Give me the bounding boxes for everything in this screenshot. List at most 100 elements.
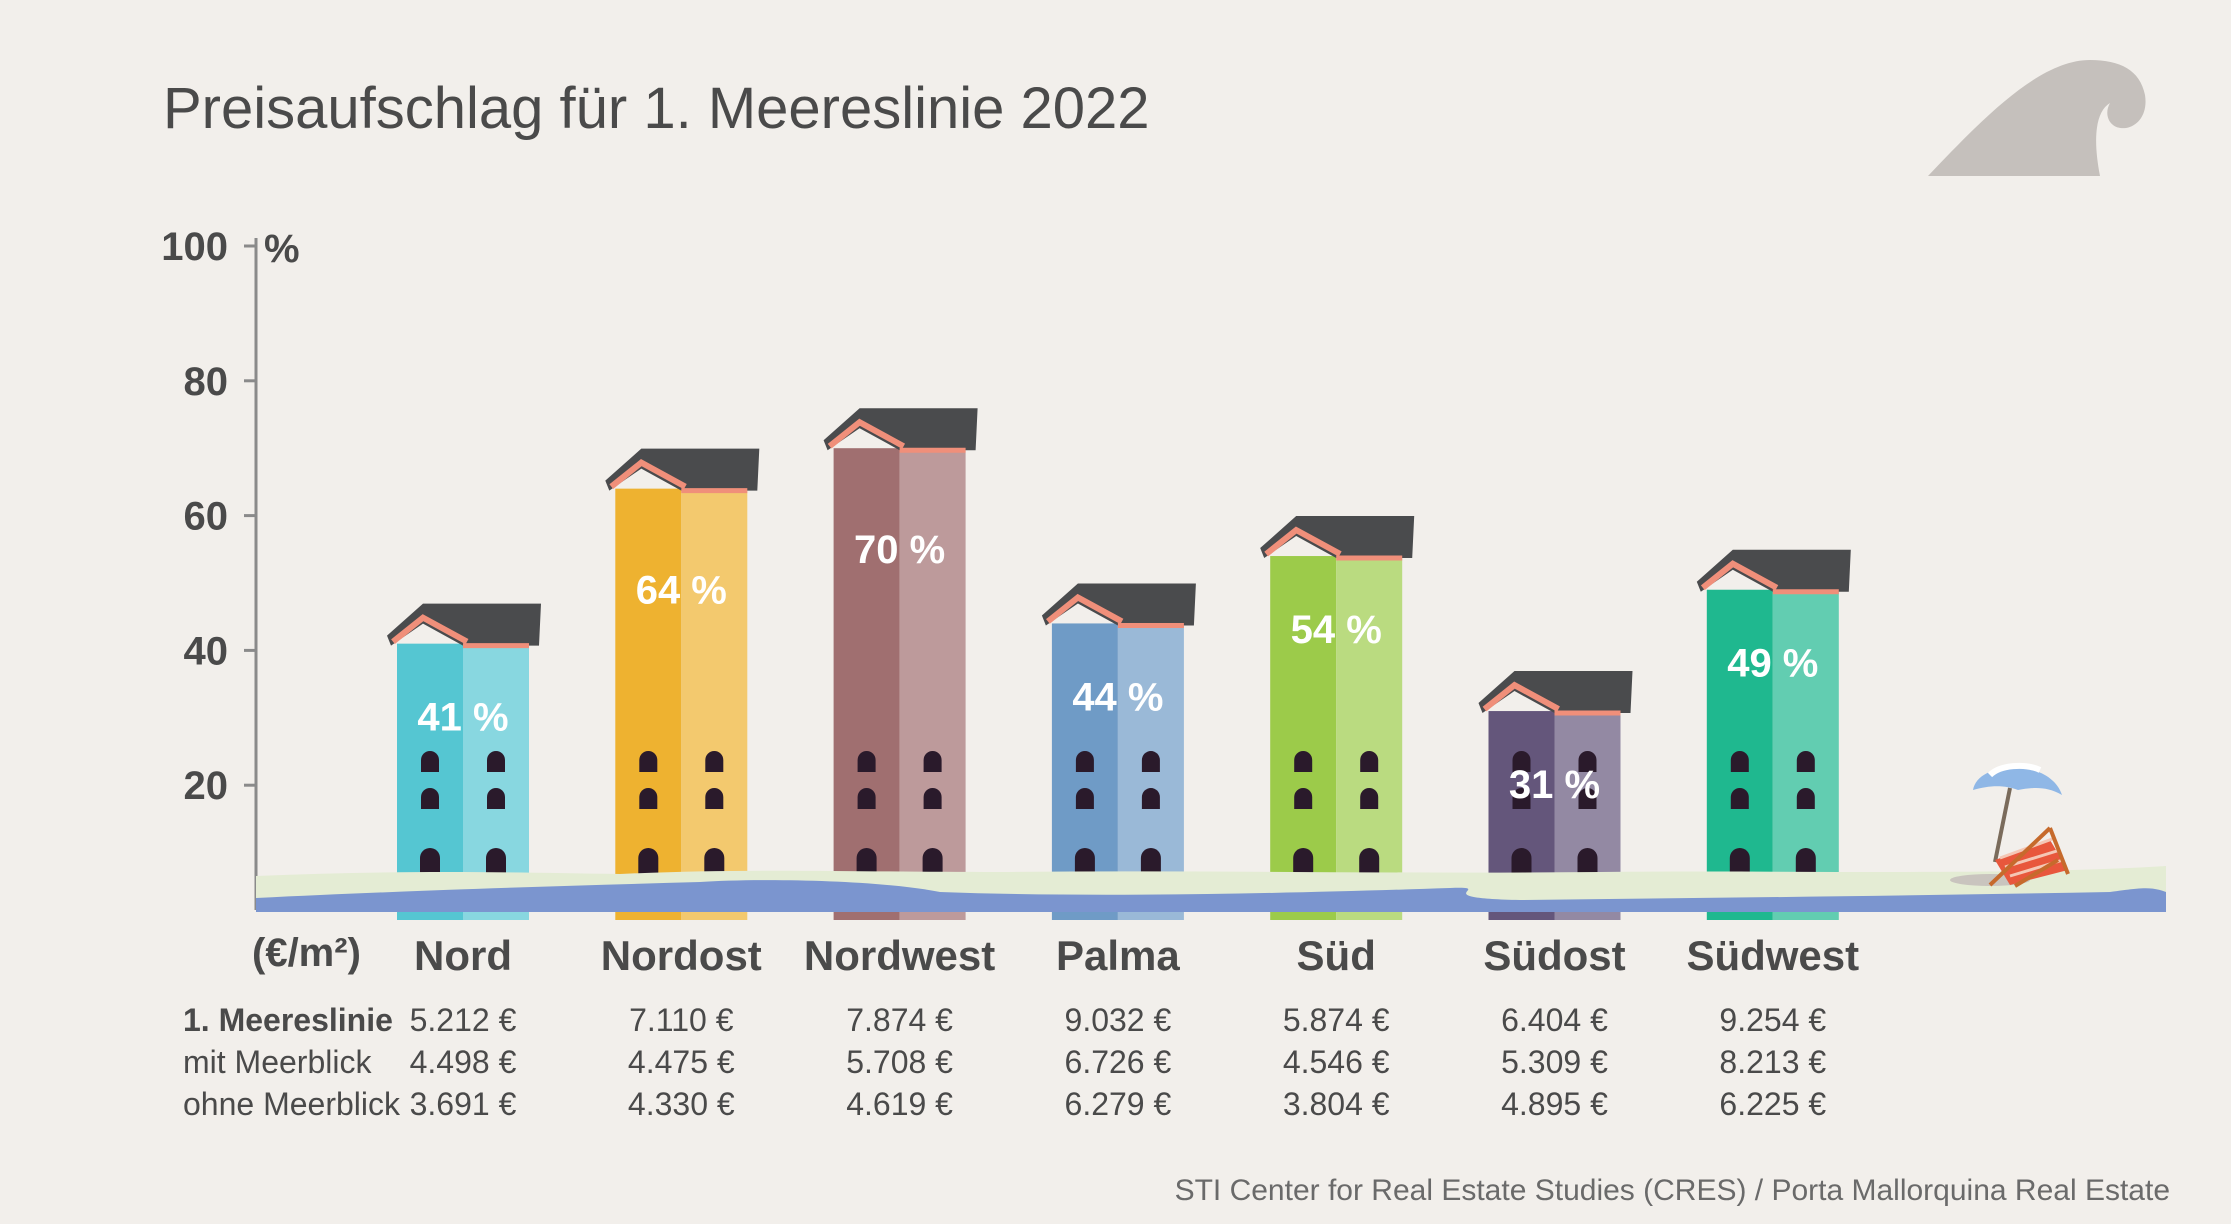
window [1360, 751, 1379, 772]
bar-value-label: 70 % [854, 528, 945, 572]
window [705, 751, 724, 772]
roof-trim [1700, 560, 1779, 591]
y-tick-label: 80 [184, 360, 229, 404]
category-label: Südwest [1686, 932, 1859, 979]
roof [387, 603, 541, 646]
roof [1478, 671, 1633, 714]
window [1512, 788, 1531, 809]
table-cell: 9.254 € [1719, 1002, 1826, 1038]
table-cell: 3.691 € [410, 1086, 517, 1122]
table-cell: 5.212 € [410, 1002, 517, 1038]
roof [1260, 516, 1415, 559]
table-cell: 6.225 € [1719, 1086, 1826, 1122]
table-cell: 6.404 € [1501, 1002, 1608, 1038]
table-row-label: 1. Meereslinie [183, 1002, 393, 1038]
roof-trim [1264, 526, 1342, 557]
table-cell: 4.475 € [628, 1044, 735, 1080]
window [1730, 788, 1749, 809]
category-label: Palma [1056, 932, 1180, 979]
roof [605, 448, 760, 491]
window [487, 751, 505, 772]
window [1141, 788, 1160, 809]
beach-chair-umbrella-icon [1950, 762, 2070, 888]
window [639, 751, 658, 772]
table-cell: 4.619 € [846, 1086, 953, 1122]
source-note: STI Center for Real Estate Studies (CRES… [1175, 1174, 2170, 1207]
category-label: Süd [1297, 932, 1376, 979]
bar-value-label: 49 % [1727, 642, 1818, 686]
y-tick-label: 100 [161, 225, 228, 269]
window [857, 788, 876, 809]
roof-trim [391, 614, 469, 645]
window [421, 751, 439, 772]
table-cell: 7.110 € [629, 1002, 734, 1038]
bar-left-face [833, 448, 900, 920]
table-cell: 9.032 € [1065, 1002, 1172, 1038]
bar-right-face [899, 448, 966, 920]
bar-value-label: 44 % [1072, 675, 1163, 719]
category-label: Nordwest [804, 932, 995, 979]
window [1075, 788, 1094, 809]
table-cell: 4.330 € [628, 1086, 735, 1122]
window [1796, 788, 1815, 809]
window [1796, 751, 1815, 772]
table-row-label: mit Meerblick [183, 1044, 372, 1080]
table-cell: 4.546 € [1283, 1044, 1390, 1080]
bar-nordost: 64 % [605, 448, 760, 920]
window [1360, 788, 1379, 809]
table-cell: 4.498 € [410, 1044, 517, 1080]
window [1141, 751, 1160, 772]
bar-value-label: 41 % [417, 696, 508, 740]
category-label: Nord [414, 932, 512, 979]
price-table: 1. Meereslinie 5.212 € 7.110 € 7.874 € 9.032… [183, 1002, 1826, 1122]
window [421, 788, 439, 809]
roof [1041, 583, 1196, 626]
bar-value-label: 64 % [636, 569, 727, 613]
table-cell: 3.804 € [1283, 1086, 1390, 1122]
category-label: Nordost [601, 932, 762, 979]
door [1577, 848, 1598, 880]
roof [823, 408, 978, 451]
roof-trim [609, 459, 687, 490]
bar-palma: 44 % [1041, 583, 1196, 920]
window [1294, 751, 1313, 772]
table-cell: 5.309 € [1501, 1044, 1608, 1080]
window [1075, 751, 1094, 772]
bar-südwest: 49 % [1696, 549, 1851, 920]
table-cell: 6.726 € [1065, 1044, 1172, 1080]
window [1512, 751, 1531, 772]
roof [1696, 549, 1851, 592]
window [705, 788, 724, 809]
window [1578, 751, 1597, 772]
bar-value-label: 31 % [1509, 763, 1600, 807]
table-cell: 5.874 € [1283, 1002, 1390, 1038]
category-label: Südost [1483, 932, 1625, 979]
wave-icon [1928, 60, 2146, 176]
table-cell: 5.708 € [846, 1044, 953, 1080]
window [1730, 751, 1749, 772]
roof-trim [1046, 593, 1124, 625]
table-unit-label: (€/m²) [252, 931, 361, 975]
table-cell: 8.213 € [1719, 1044, 1826, 1080]
bar-nordwest: 70 % [823, 408, 978, 920]
table-row-label: ohne Meerblick [183, 1086, 401, 1122]
door [1359, 848, 1380, 880]
window [639, 788, 658, 809]
table-cell: 4.895 € [1501, 1086, 1608, 1122]
door [638, 848, 659, 880]
bar-süd: 54 % [1260, 516, 1415, 920]
category-labels: Nord Nordost Nordwest Palma Süd Südost Südwest [414, 932, 1859, 979]
roof-trim [1482, 681, 1560, 712]
table-cell: 7.874 € [846, 1002, 953, 1038]
window [487, 788, 505, 809]
door [420, 848, 440, 880]
window [923, 788, 942, 809]
window [1578, 788, 1597, 809]
table-cell: 6.279 € [1065, 1086, 1172, 1122]
window [857, 751, 876, 772]
bar-value-label: 54 % [1291, 608, 1382, 652]
y-unit: % [264, 227, 300, 271]
y-tick-label: 20 [184, 764, 229, 808]
door [486, 848, 506, 880]
